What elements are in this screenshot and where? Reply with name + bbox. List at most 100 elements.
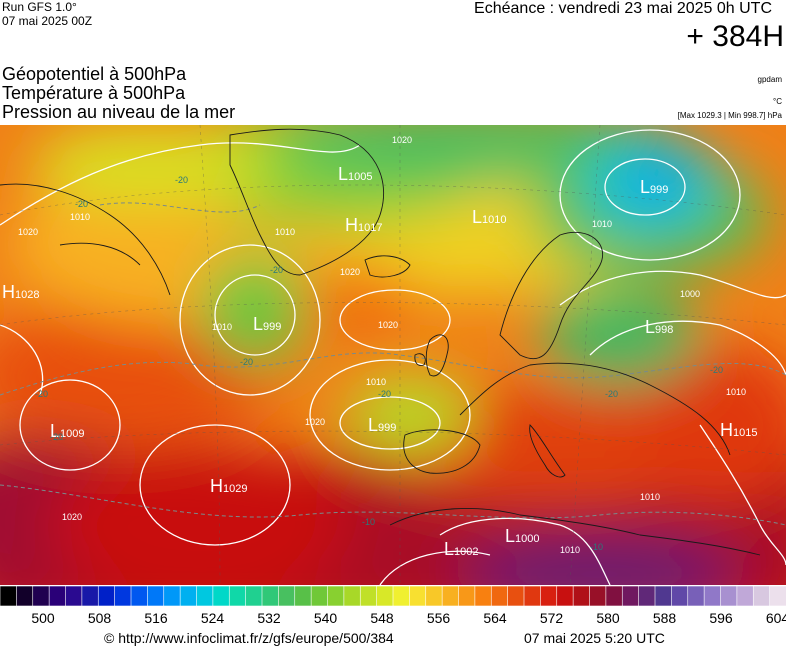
isobar-label: 1010 [560,545,580,555]
color-scale-swatch [359,586,378,606]
isotherm-labels: -20 -20 -20 -20 -20 -20 -20 -20 -20 -10 … [35,175,723,552]
color-scale-swatch [376,586,394,606]
color-scale-swatch [16,586,34,606]
color-scale-tick: 564 [483,610,507,626]
pressure-center-low: L998 [645,317,673,337]
temp-label: -20 [710,365,723,375]
forecast-valid-time: Echéance : vendredi 23 mai 2025 0h UTC [474,0,772,17]
temp-label: -20 [240,357,253,367]
color-scale-swatch [507,586,525,606]
color-scale-swatch [196,586,214,606]
color-scale-swatch [671,586,689,606]
color-scale-tick: 580 [596,610,620,626]
color-scale-swatch [409,586,427,606]
pressure-center-low: L999 [253,314,281,334]
run-date: 07 mai 2025 00Z [2,14,93,28]
layer-pressure-label: Pression au niveau de la mer [2,102,236,122]
isobar-label: 1020 [340,267,360,277]
color-scale-swatch [163,586,181,606]
color-scale-swatch [310,586,329,606]
temp-label: -20 [175,175,188,185]
color-scale-tick: 516 [144,610,168,626]
color-scale-tick: 588 [652,610,677,626]
source-url[interactable]: © http://www.infoclimat.fr/z/gfs/europe/… [104,630,394,646]
pressure-centers: L1005 H1017 L1010 L999 L999 L998 H1028 L… [2,164,757,559]
color-scale-tick: 532 [257,610,281,626]
pressure-center-low: L1010 [472,207,507,227]
color-scale-tick: 524 [200,610,225,626]
color-scale-swatch [294,586,312,606]
layer-temperature-label: Température à 500hPa [2,83,186,103]
color-scale-swatch [474,586,493,606]
pressure-center-low: L1002 [444,539,479,559]
color-scale-swatch [32,586,50,606]
temp-label: -10 [590,542,603,552]
temp-label: -20 [50,432,63,442]
color-scale-swatch [278,586,296,606]
color-scale-swatch [458,586,476,606]
temp-label: -10 [362,517,375,527]
color-scale-swatch [130,586,149,606]
color-scale-swatch [245,586,263,606]
temp-label: -20 [378,389,391,399]
color-scale-tick: 508 [87,610,112,626]
isobar-label: 1010 [275,227,295,237]
color-scale-swatch [212,586,231,606]
color-scale-ticks: 500 508 516 524 532 540 548 556 564 572 580 588 596 6… [0,610,786,626]
color-scale-swatch [605,586,624,606]
color-scale-swatch [720,586,738,606]
isobar-label: 1020 [18,227,38,237]
pressure-center-low: L999 [368,415,396,435]
isobar-label: 1020 [305,417,325,427]
color-scale-swatch [736,586,755,606]
run-label: Run GFS 1.0° [2,0,77,14]
color-scale-swatch [97,586,116,606]
color-scale-swatch [441,586,460,606]
temp-label: -20 [270,265,283,275]
color-scale-swatch [147,586,165,606]
color-scale-tick: 596 [709,610,733,626]
color-scale-swatch [261,586,280,606]
isobar-labels: 1020 1010 1020 1010 1020 1000 1010 1010 … [18,135,746,555]
color-scale-tick: 540 [313,610,338,626]
color-scale-swatch [114,586,132,606]
isobar-label: 1010 [70,212,90,222]
color-scale-swatch [327,586,345,606]
pressure-center-high: H1017 [345,215,382,235]
color-scale-tick: 556 [426,610,451,626]
color-scale-swatch [425,586,443,606]
pressure-center-low: L1000 [505,526,540,546]
pressure-center-high: H1029 [210,476,247,496]
color-scale-swatch [523,586,542,606]
coastlines [0,128,761,556]
pressure-center-high: H1028 [2,282,39,302]
temp-label: -20 [35,389,48,399]
color-scale-swatch [48,586,67,606]
pressure-center-low: L1009 [50,421,85,441]
generation-timestamp: 07 mai 2025 5:20 UTC [524,630,665,646]
isobar-label: 1010 [212,322,232,332]
color-scale-tick: 548 [370,610,394,626]
color-scale-tick: 604 [765,610,786,626]
color-scale-swatch [654,586,673,606]
isobar-label: 1010 [726,387,746,397]
color-scale-swatch [65,586,83,606]
pressure-center-low: L1005 [338,164,373,184]
isobar-label: 1010 [366,377,386,387]
color-scale-swatch [0,586,18,606]
isotherms [0,202,786,526]
color-scale-swatch [752,586,771,606]
temp-label: -20 [75,199,88,209]
layer-geopotential-label: Géopotentiel à 500hPa [2,64,187,84]
pressure-center-low: L999 [640,177,668,197]
isobar-label: 1020 [392,135,412,145]
color-scale-swatch [228,586,247,606]
color-scale-swatch [540,586,558,606]
color-scale-swatch [343,586,362,606]
color-scale-swatch [490,586,509,606]
color-scale-swatch [687,586,705,606]
weather-map: L1005 H1017 L1010 L999 L999 L998 H1028 L… [0,125,786,585]
color-scale-swatch [621,586,640,606]
forecast-hour: + 384H [686,20,784,53]
unit-celsius: °C [773,97,782,106]
